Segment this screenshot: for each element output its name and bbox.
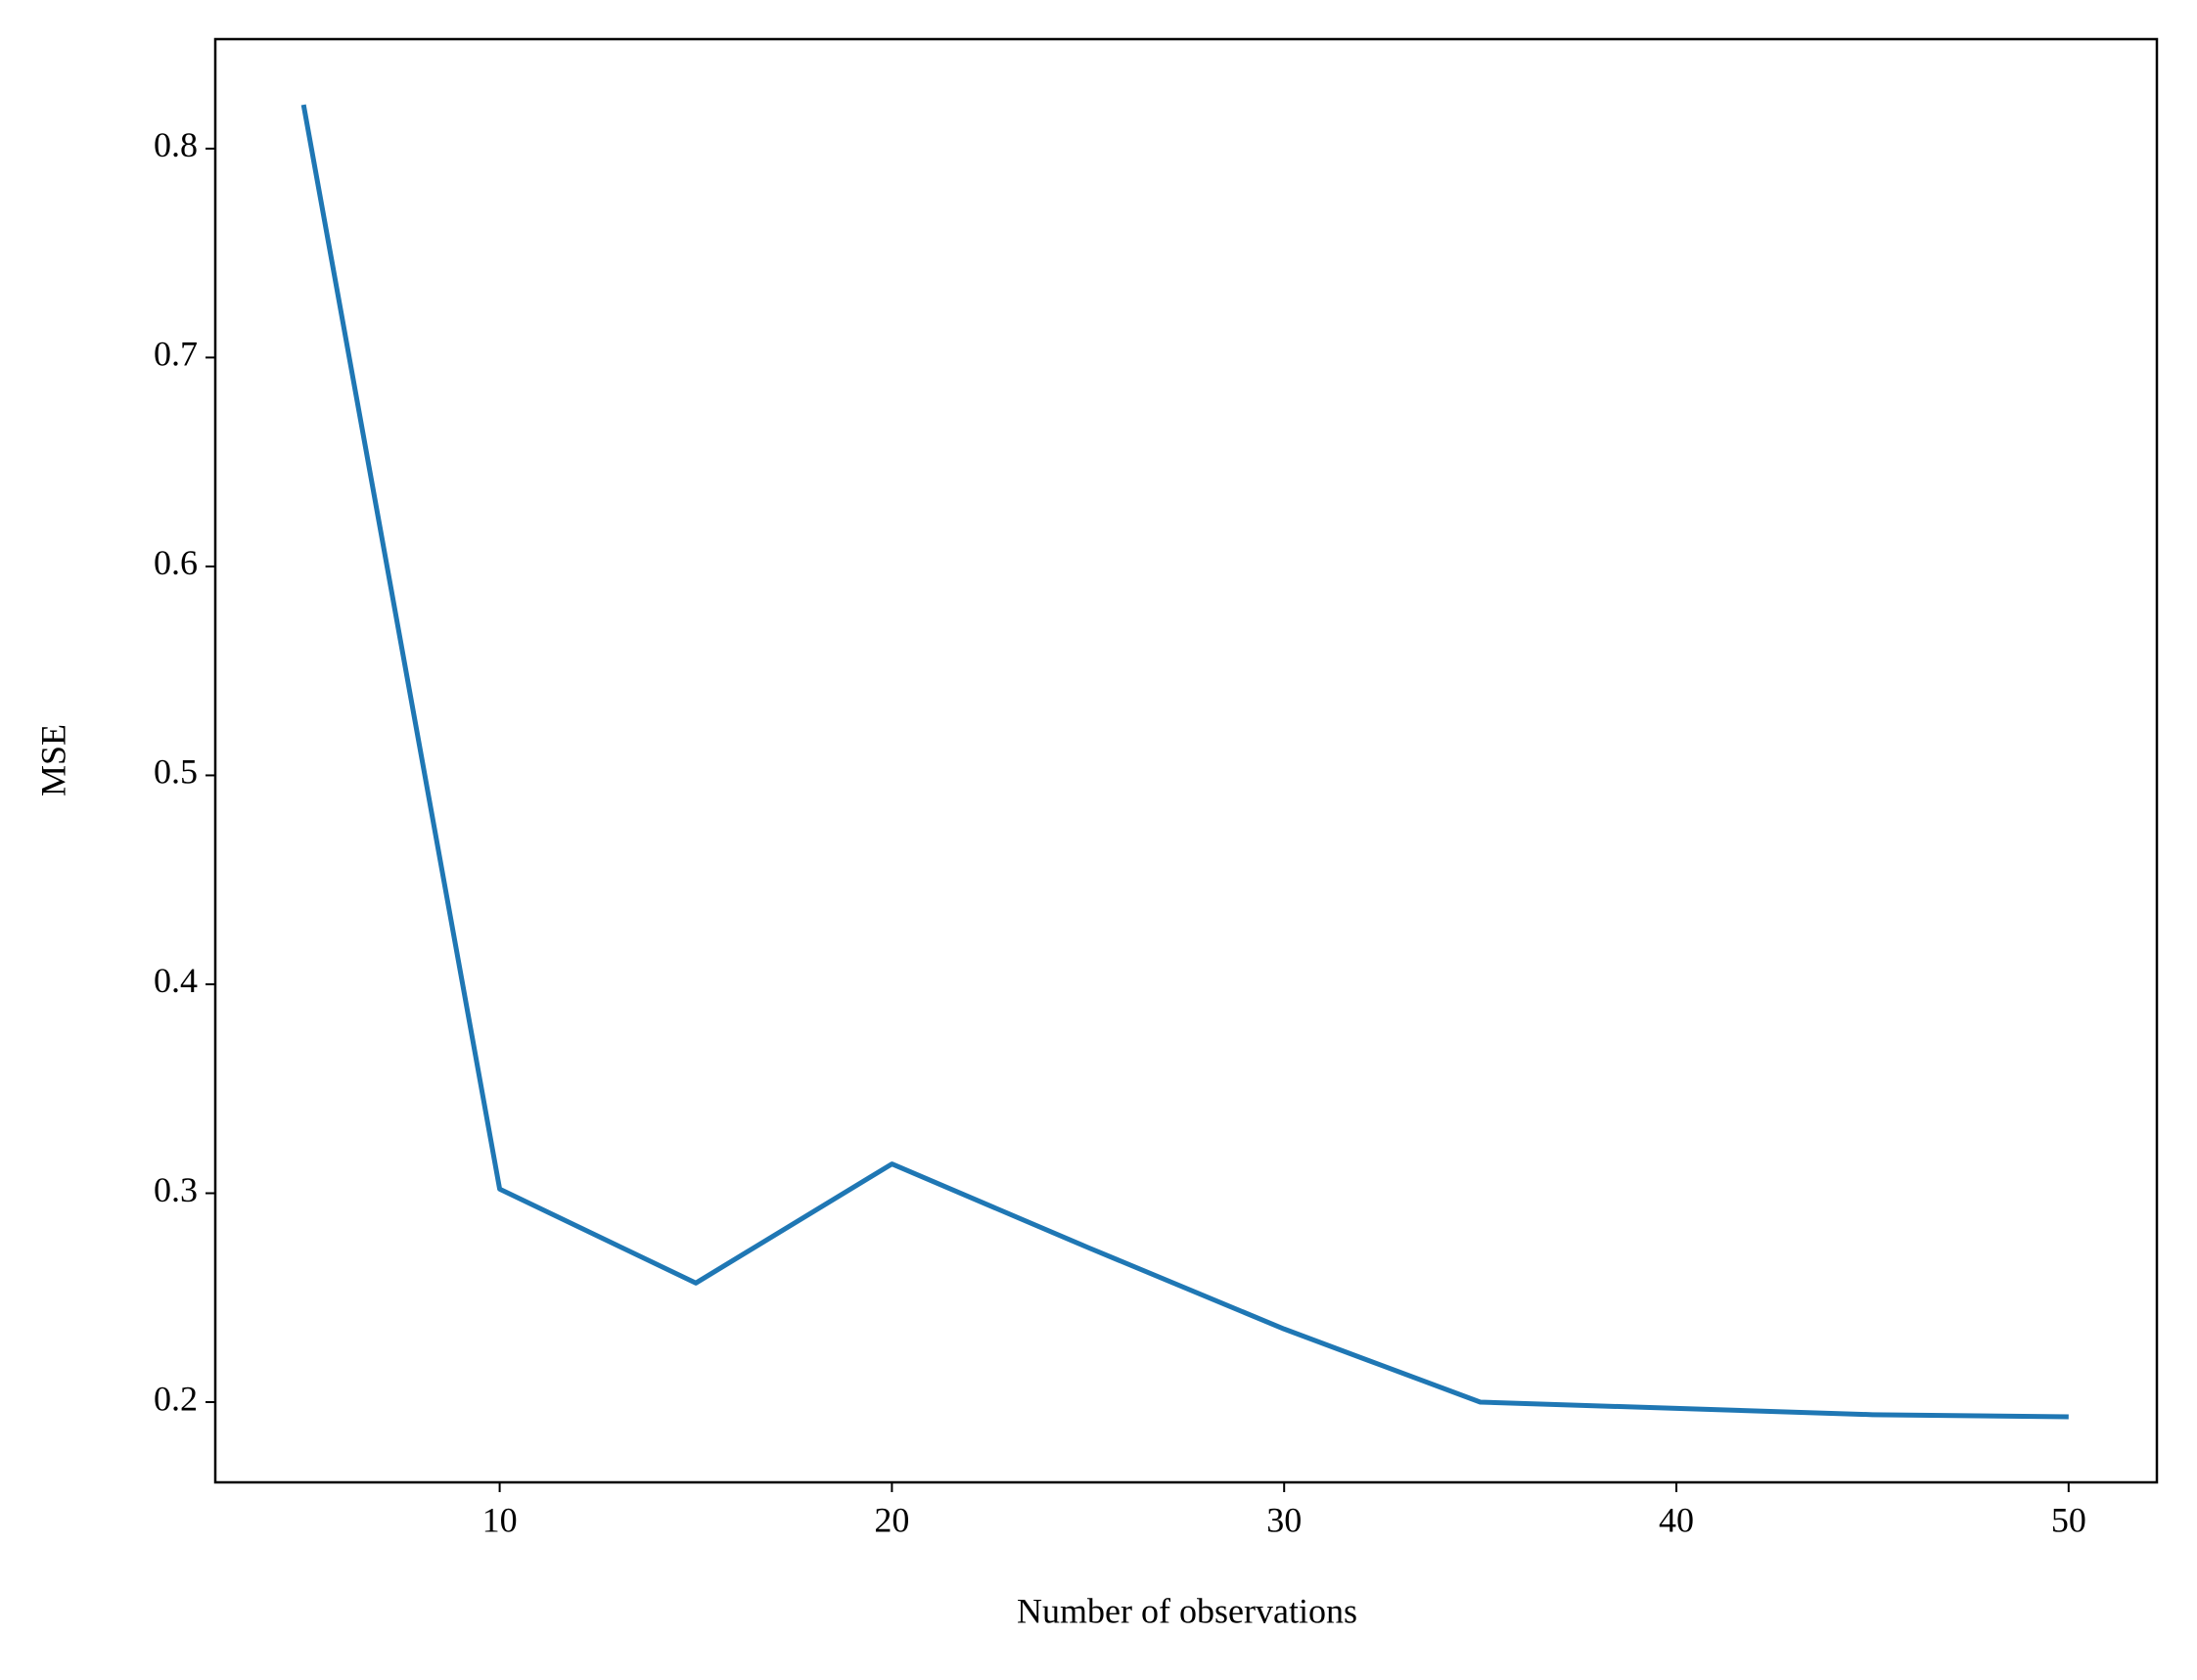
x-axis-label: Number of observations	[1017, 1591, 1357, 1630]
x-tick-label: 40	[1659, 1500, 1694, 1539]
line	[300, 104, 2069, 1420]
y-tick-label: 0.2	[154, 1379, 198, 1418]
y-tick-label: 0.7	[154, 335, 198, 374]
y-tick-label: 0.6	[154, 543, 198, 582]
y-tick-label: 0.8	[154, 125, 198, 164]
x-tick-label: 30	[1266, 1500, 1302, 1539]
plot-frame	[213, 37, 2159, 1484]
y-tick-label: 0.4	[154, 961, 198, 1000]
y-tick-label: 0.3	[154, 1170, 198, 1209]
y-axis-label: MSE	[33, 724, 72, 796]
x-tick-label: 10	[482, 1500, 518, 1539]
x-tick-label: 20	[874, 1500, 909, 1539]
x-tick-label: 50	[2051, 1500, 2086, 1539]
y-tick-label: 0.5	[154, 752, 198, 792]
